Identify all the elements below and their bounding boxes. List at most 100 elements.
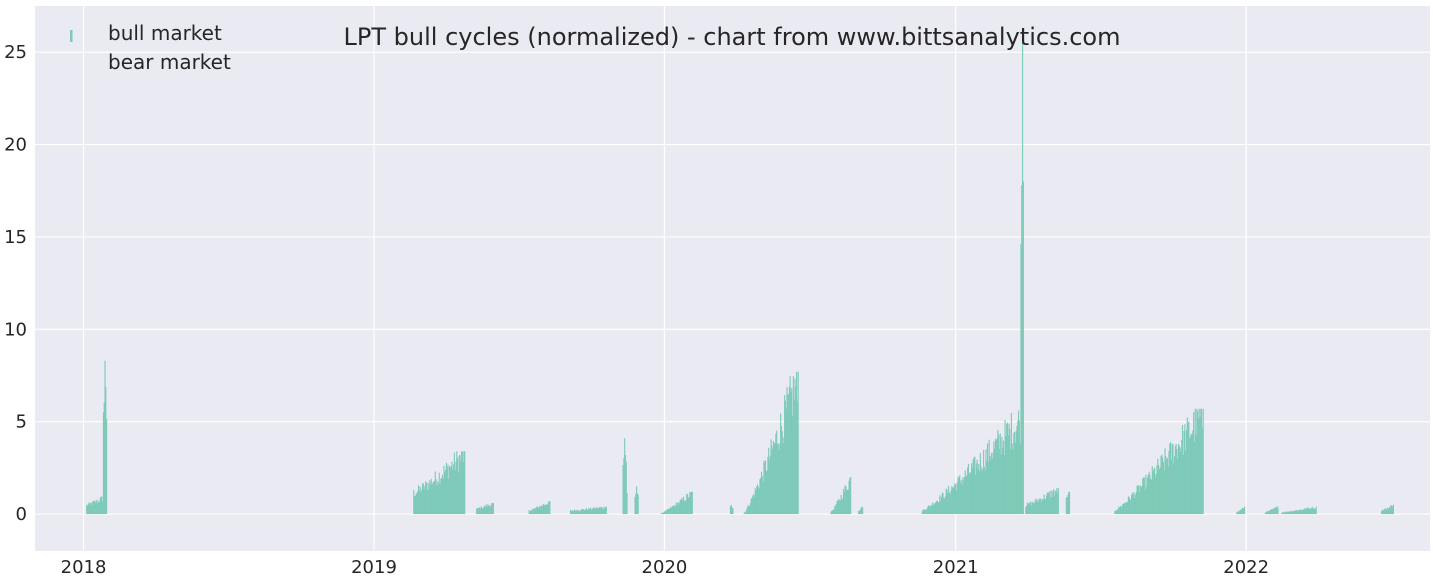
bull-bar	[1134, 498, 1136, 515]
y-tick-label: 0	[16, 504, 27, 525]
bull-bar	[769, 455, 771, 515]
bull-bar	[1239, 510, 1241, 515]
bull-bar	[998, 448, 1001, 515]
bull-bar	[1005, 435, 1007, 515]
bull-bar	[1017, 420, 1019, 515]
bull-bar	[437, 482, 440, 515]
bull-bar	[787, 393, 789, 515]
bull-bar	[1006, 422, 1009, 515]
bull-bar	[772, 440, 775, 515]
bull-bar	[1282, 512, 1284, 515]
bull-bar	[587, 509, 589, 515]
bull-bar	[758, 488, 760, 515]
bull-bar	[1147, 474, 1149, 515]
bull-bar	[446, 467, 448, 515]
bull-bar	[934, 503, 936, 515]
bull-bar	[1124, 502, 1126, 515]
bull-bar	[832, 509, 834, 515]
bull-bar	[592, 508, 594, 515]
bull-bar	[971, 467, 974, 515]
bull-bar	[932, 502, 934, 515]
bull-bar	[593, 507, 595, 515]
bull-bar	[450, 465, 452, 515]
bull-bar	[684, 501, 686, 515]
bull-bar	[1297, 510, 1299, 515]
bull-bar	[1264, 512, 1266, 515]
bull-bar	[965, 475, 967, 515]
bull-bar	[969, 473, 971, 515]
bull-bar	[1146, 486, 1148, 515]
bull-bar	[543, 505, 545, 515]
bull-bar	[975, 474, 977, 515]
y-tick-label: 20	[4, 135, 27, 156]
bull-bar	[1068, 491, 1070, 515]
bull-bar	[1385, 509, 1387, 515]
bull-bar	[1286, 511, 1288, 515]
bull-bar	[683, 501, 685, 515]
bull-bar	[1015, 430, 1017, 515]
bull-bar	[480, 506, 483, 515]
bull-bar	[958, 477, 960, 515]
bull-bar	[1238, 510, 1240, 515]
bull-bar	[833, 509, 835, 515]
bull-bar	[102, 501, 104, 515]
bull-bar	[476, 508, 479, 515]
bull-bar	[986, 443, 989, 515]
bull-bar	[957, 476, 959, 515]
bull-bar	[980, 466, 982, 515]
bull-bar	[1284, 511, 1286, 515]
bull-bar	[1201, 427, 1203, 515]
bull-bar	[951, 486, 953, 515]
bull-bar	[1174, 445, 1176, 515]
bull-bar	[929, 506, 931, 515]
bull-bar	[935, 502, 937, 515]
bull-bar	[670, 506, 672, 515]
bull-bar	[1270, 509, 1272, 515]
bull-bar	[779, 443, 781, 515]
bull-bar	[964, 470, 966, 515]
bull-bar	[1163, 469, 1165, 515]
bull-bar	[1158, 469, 1161, 515]
bull-bar	[850, 477, 852, 515]
bull-bar	[456, 458, 459, 515]
bull-bar	[795, 386, 797, 515]
bull-bar	[1021, 33, 1024, 515]
bull-bar	[586, 509, 588, 515]
bull-bar	[90, 505, 93, 515]
grid-layer	[35, 6, 1430, 551]
bull-bar	[1025, 505, 1028, 515]
bull-bar	[1002, 448, 1004, 515]
bull-bar	[1160, 455, 1162, 515]
bull-bar	[1051, 497, 1053, 515]
bull-bar	[994, 438, 997, 515]
bull-bar	[1313, 508, 1315, 515]
bull-bar	[1392, 507, 1394, 515]
bull-bar	[1136, 485, 1138, 515]
bull-bar	[752, 495, 754, 515]
bull-bar	[975, 463, 977, 515]
bull-bar	[1308, 508, 1310, 515]
bull-bar	[1127, 501, 1129, 515]
bull-bar	[417, 491, 419, 515]
bull-bar	[492, 502, 494, 515]
bull-bar	[1293, 510, 1295, 515]
bull-bar	[963, 477, 966, 515]
bull-bar	[966, 476, 968, 515]
bull-bar	[1190, 433, 1192, 515]
bull-bar	[1134, 494, 1137, 515]
bull-bar	[94, 502, 97, 515]
legend: bull market bear market	[70, 21, 231, 74]
bull-bar	[1178, 445, 1180, 515]
bull-bar	[949, 494, 951, 515]
bull-bar	[1184, 424, 1186, 515]
bull-bar	[1187, 422, 1189, 515]
bull-bar	[1314, 508, 1316, 515]
bull-bar	[993, 441, 995, 515]
bull-bar	[534, 508, 537, 515]
bull-bar	[1029, 504, 1031, 515]
bull-bar	[772, 449, 774, 515]
bull-bar	[1202, 408, 1204, 515]
bull-bar	[979, 471, 981, 515]
bull-bar	[1148, 471, 1150, 515]
